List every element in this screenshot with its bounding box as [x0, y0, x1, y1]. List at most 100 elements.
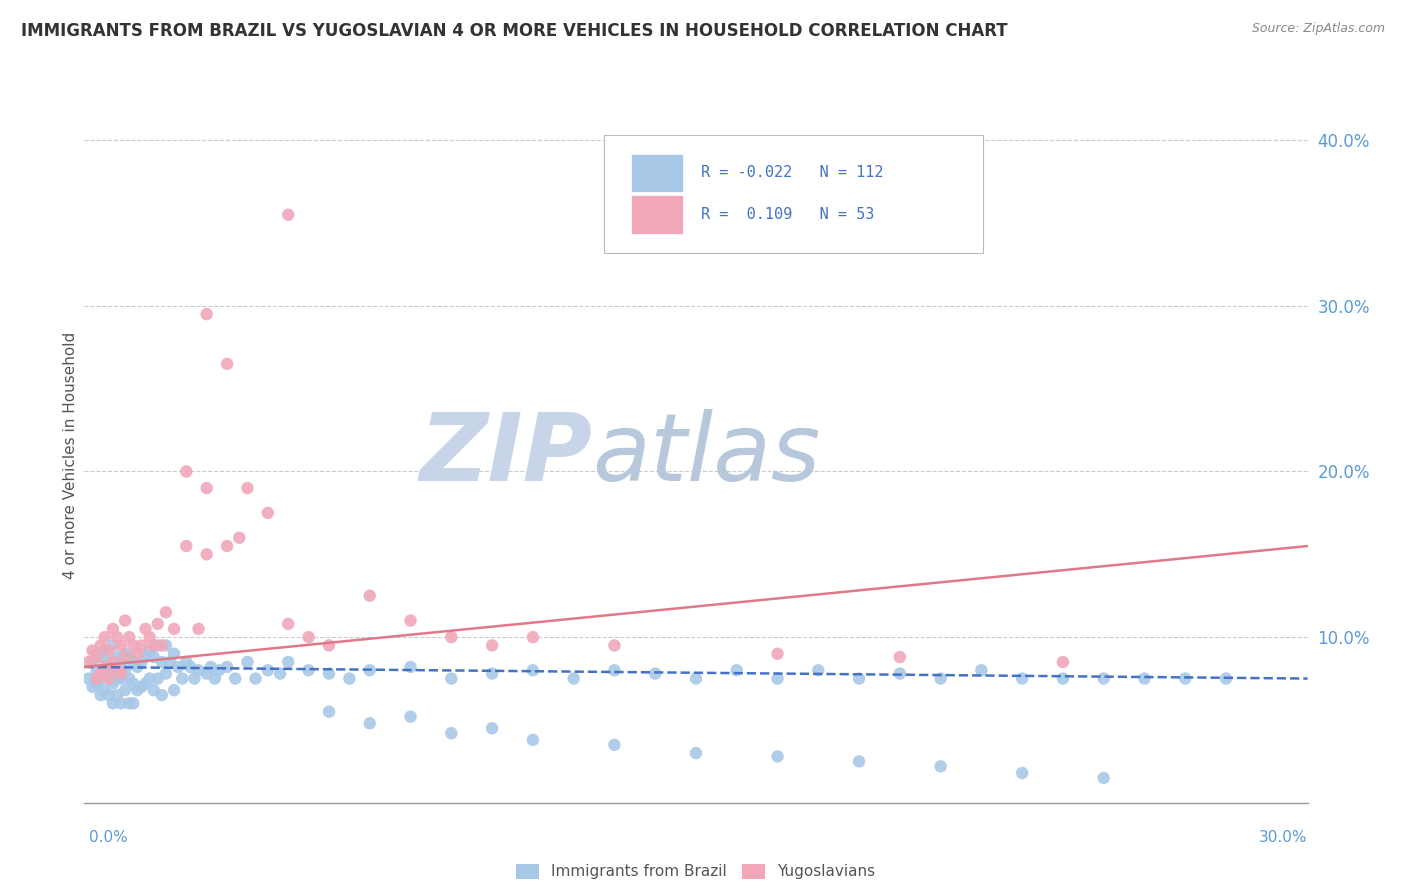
- Point: [122, 655, 145, 669]
- Point: [101, 660, 124, 674]
- Point: [183, 672, 205, 686]
- Point: [122, 639, 145, 653]
- Point: [236, 481, 259, 495]
- Point: [90, 650, 112, 665]
- Point: [1215, 672, 1237, 686]
- Point: [146, 616, 169, 631]
- Point: [77, 655, 100, 669]
- Point: [236, 655, 259, 669]
- Point: [257, 506, 280, 520]
- Point: [142, 639, 165, 653]
- Point: [114, 663, 136, 677]
- Point: [848, 755, 870, 769]
- Point: [359, 716, 381, 731]
- Point: [105, 688, 128, 702]
- Point: [766, 749, 789, 764]
- Point: [318, 666, 340, 681]
- Point: [135, 676, 157, 690]
- Point: [93, 666, 115, 681]
- Point: [86, 650, 108, 665]
- Point: [359, 663, 381, 677]
- Text: IMMIGRANTS FROM BRAZIL VS YUGOSLAVIAN 4 OR MORE VEHICLES IN HOUSEHOLD CORRELATIO: IMMIGRANTS FROM BRAZIL VS YUGOSLAVIAN 4 …: [21, 22, 1008, 40]
- Point: [101, 639, 124, 653]
- Text: Source: ZipAtlas.com: Source: ZipAtlas.com: [1251, 22, 1385, 36]
- Point: [118, 697, 141, 711]
- Point: [245, 672, 267, 686]
- Point: [929, 759, 952, 773]
- Point: [187, 663, 209, 677]
- Point: [725, 663, 748, 677]
- Point: [195, 481, 218, 495]
- Point: [481, 721, 503, 735]
- Point: [1011, 672, 1033, 686]
- Point: [82, 655, 104, 669]
- Point: [142, 650, 165, 665]
- Point: [204, 672, 226, 686]
- Point: [97, 643, 120, 657]
- Point: [82, 680, 104, 694]
- Point: [318, 705, 340, 719]
- FancyBboxPatch shape: [605, 135, 983, 253]
- Point: [118, 650, 141, 665]
- Point: [200, 660, 222, 674]
- Point: [174, 539, 197, 553]
- Point: [172, 672, 194, 686]
- Point: [1133, 672, 1156, 686]
- Text: R = -0.022   N = 112: R = -0.022 N = 112: [700, 165, 883, 180]
- Point: [217, 660, 239, 674]
- Point: [440, 726, 463, 740]
- Point: [150, 639, 173, 653]
- Point: [146, 639, 169, 653]
- Point: [228, 531, 250, 545]
- Point: [77, 672, 100, 686]
- Point: [114, 650, 136, 665]
- Legend: Immigrants from Brazil, Yugoslavians: Immigrants from Brazil, Yugoslavians: [510, 857, 882, 886]
- Point: [257, 663, 280, 677]
- Point: [127, 647, 149, 661]
- Point: [105, 650, 128, 665]
- Point: [685, 672, 707, 686]
- Point: [277, 616, 299, 631]
- Point: [359, 589, 381, 603]
- Point: [522, 630, 544, 644]
- Point: [298, 663, 321, 677]
- Point: [1052, 655, 1074, 669]
- Point: [135, 622, 157, 636]
- Point: [603, 663, 626, 677]
- Point: [110, 672, 132, 686]
- Point: [766, 672, 789, 686]
- Point: [110, 655, 132, 669]
- Point: [929, 672, 952, 686]
- Point: [970, 663, 993, 677]
- Point: [163, 622, 186, 636]
- Point: [195, 547, 218, 561]
- Point: [97, 672, 120, 686]
- Point: [522, 732, 544, 747]
- Point: [138, 643, 160, 657]
- Point: [138, 630, 160, 644]
- Point: [101, 676, 124, 690]
- Point: [97, 688, 120, 702]
- Text: 0.0%: 0.0%: [89, 830, 128, 845]
- Point: [1092, 672, 1115, 686]
- Point: [131, 680, 153, 694]
- Point: [110, 666, 132, 681]
- Point: [277, 655, 299, 669]
- Point: [122, 697, 145, 711]
- Point: [97, 672, 120, 686]
- Point: [118, 672, 141, 686]
- Point: [110, 639, 132, 653]
- Point: [603, 738, 626, 752]
- Point: [114, 683, 136, 698]
- Point: [127, 683, 149, 698]
- Point: [766, 647, 789, 661]
- Point: [86, 647, 108, 661]
- Point: [269, 666, 291, 681]
- Point: [90, 688, 112, 702]
- Point: [142, 683, 165, 698]
- Point: [1011, 766, 1033, 780]
- Point: [217, 357, 239, 371]
- Point: [101, 622, 124, 636]
- Point: [93, 643, 115, 657]
- Text: 30.0%: 30.0%: [1260, 830, 1308, 845]
